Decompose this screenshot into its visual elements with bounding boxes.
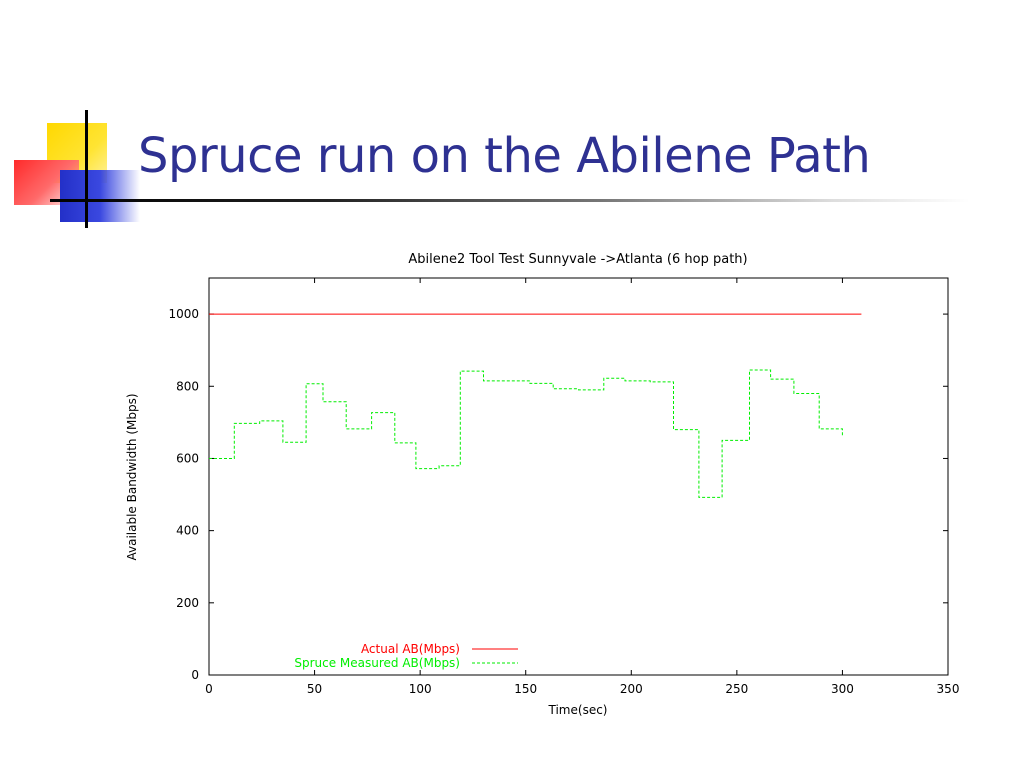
x-tick-label: 50: [307, 682, 322, 696]
y-axis: 0 200 400 600 800 1000: [168, 307, 948, 682]
x-tick-label: 350: [937, 682, 960, 696]
legend: Actual AB(Mbps) Spruce Measured AB(Mbps): [294, 642, 518, 670]
legend-label-measured: Spruce Measured AB(Mbps): [294, 656, 460, 670]
y-tick-label: 800: [176, 379, 199, 393]
legend-label-actual: Actual AB(Mbps): [361, 642, 460, 656]
x-tick-label: 250: [725, 682, 748, 696]
x-tick-label: 100: [409, 682, 432, 696]
x-tick-label: 300: [831, 682, 854, 696]
series-measured-line: [209, 369, 843, 498]
series-layer: [209, 313, 862, 498]
x-tick-label: 0: [205, 682, 213, 696]
y-axis-label: Available Bandwidth (Mbps): [125, 393, 139, 560]
x-axis: 0 50 100 150 200 250 300 350: [205, 278, 959, 696]
x-tick-label: 150: [514, 682, 537, 696]
y-tick-label: 1000: [168, 307, 199, 321]
decor-blue-square: [60, 170, 140, 222]
y-tick-label: 0: [191, 668, 199, 682]
y-tick-label: 200: [176, 596, 199, 610]
y-tick-label: 400: [176, 524, 199, 538]
title-underline: [50, 199, 970, 202]
x-axis-label: Time(sec): [548, 703, 608, 717]
slide-title: Spruce run on the Abilene Path: [138, 128, 871, 184]
plot-frame: [208, 277, 949, 676]
chart-title: Abilene2 Tool Test Sunnyvale ->Atlanta (…: [408, 252, 747, 267]
y-tick-label: 600: [176, 451, 199, 465]
decor-vertical-line: [85, 110, 88, 228]
x-tick-label: 200: [620, 682, 643, 696]
